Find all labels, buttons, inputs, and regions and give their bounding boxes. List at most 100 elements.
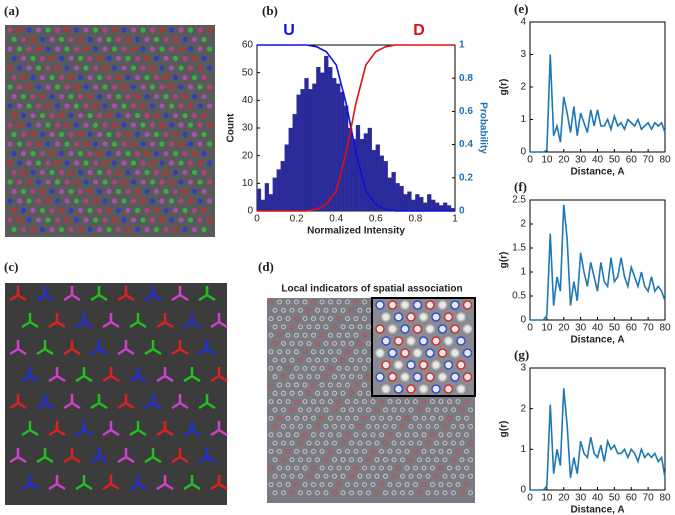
trimer <box>75 367 93 383</box>
site <box>404 415 410 421</box>
atom <box>144 93 150 100</box>
site <box>387 465 393 471</box>
site <box>357 457 363 463</box>
site <box>315 424 320 429</box>
trimer <box>21 475 39 491</box>
site <box>459 424 465 429</box>
site <box>268 432 274 438</box>
site <box>400 424 405 429</box>
site <box>277 332 282 338</box>
site <box>468 457 473 463</box>
atom <box>64 27 70 33</box>
y-axis-label: g(r) <box>499 421 510 438</box>
site <box>345 448 350 454</box>
atom <box>111 65 118 71</box>
site <box>462 324 473 334</box>
site <box>289 473 295 479</box>
site <box>281 390 286 396</box>
x-tick-label: 50 <box>609 155 621 166</box>
site <box>408 407 414 413</box>
trimer <box>198 340 216 356</box>
site <box>425 324 435 334</box>
bar <box>363 133 369 212</box>
site <box>315 457 320 463</box>
bar <box>399 185 404 212</box>
atom <box>187 84 194 90</box>
series-line <box>257 44 455 212</box>
site <box>421 399 427 405</box>
site <box>379 399 384 405</box>
atom <box>172 169 179 176</box>
trimer <box>144 448 162 464</box>
atom <box>30 150 36 157</box>
atom <box>178 27 184 33</box>
atom <box>39 188 46 195</box>
site <box>323 457 329 463</box>
atom <box>30 36 36 43</box>
site <box>298 357 303 363</box>
atom <box>20 188 27 195</box>
site <box>336 399 342 405</box>
site <box>450 348 460 358</box>
site <box>370 415 376 421</box>
atom <box>140 122 146 128</box>
atom <box>30 169 36 176</box>
atom <box>16 122 23 128</box>
site <box>387 300 398 310</box>
site <box>357 440 363 446</box>
atom <box>58 226 65 233</box>
y-tick-label: 3 <box>520 363 526 374</box>
site <box>328 432 333 438</box>
bar <box>446 205 452 212</box>
y-tick-label: 20 <box>242 150 254 161</box>
bar <box>272 177 277 212</box>
atom <box>163 150 169 157</box>
site <box>328 465 333 471</box>
atom <box>45 65 51 71</box>
atom <box>11 188 17 195</box>
site <box>366 440 371 446</box>
atom <box>187 198 194 204</box>
atom <box>178 179 184 185</box>
trimer <box>129 475 147 491</box>
atom <box>111 103 118 109</box>
site <box>281 490 286 496</box>
site <box>451 440 456 446</box>
atom <box>121 46 127 52</box>
site <box>319 316 325 322</box>
site <box>459 490 465 496</box>
atom <box>134 188 141 195</box>
atom <box>115 36 122 43</box>
site <box>366 424 371 429</box>
atom <box>35 160 42 166</box>
site <box>406 336 416 346</box>
atom <box>58 169 65 176</box>
atom <box>7 65 13 71</box>
atom <box>134 93 141 100</box>
site <box>349 473 354 479</box>
atom <box>35 65 42 71</box>
site <box>462 372 473 382</box>
atom <box>96 74 103 81</box>
series-line <box>530 388 666 491</box>
atom <box>7 217 13 223</box>
bar <box>391 172 396 212</box>
atom <box>92 103 99 109</box>
trimer <box>9 286 27 302</box>
site <box>268 465 274 471</box>
site <box>370 432 376 438</box>
site <box>374 457 380 463</box>
trimer <box>156 367 174 383</box>
site <box>459 457 465 463</box>
atom <box>77 55 84 62</box>
atom <box>134 36 141 43</box>
site <box>268 448 274 454</box>
y-tick-label: 4 <box>520 17 526 28</box>
site <box>396 465 401 471</box>
site <box>391 407 397 413</box>
site <box>311 299 316 305</box>
site <box>315 357 320 363</box>
atom <box>172 226 179 233</box>
atom <box>102 103 108 109</box>
site <box>404 432 410 438</box>
